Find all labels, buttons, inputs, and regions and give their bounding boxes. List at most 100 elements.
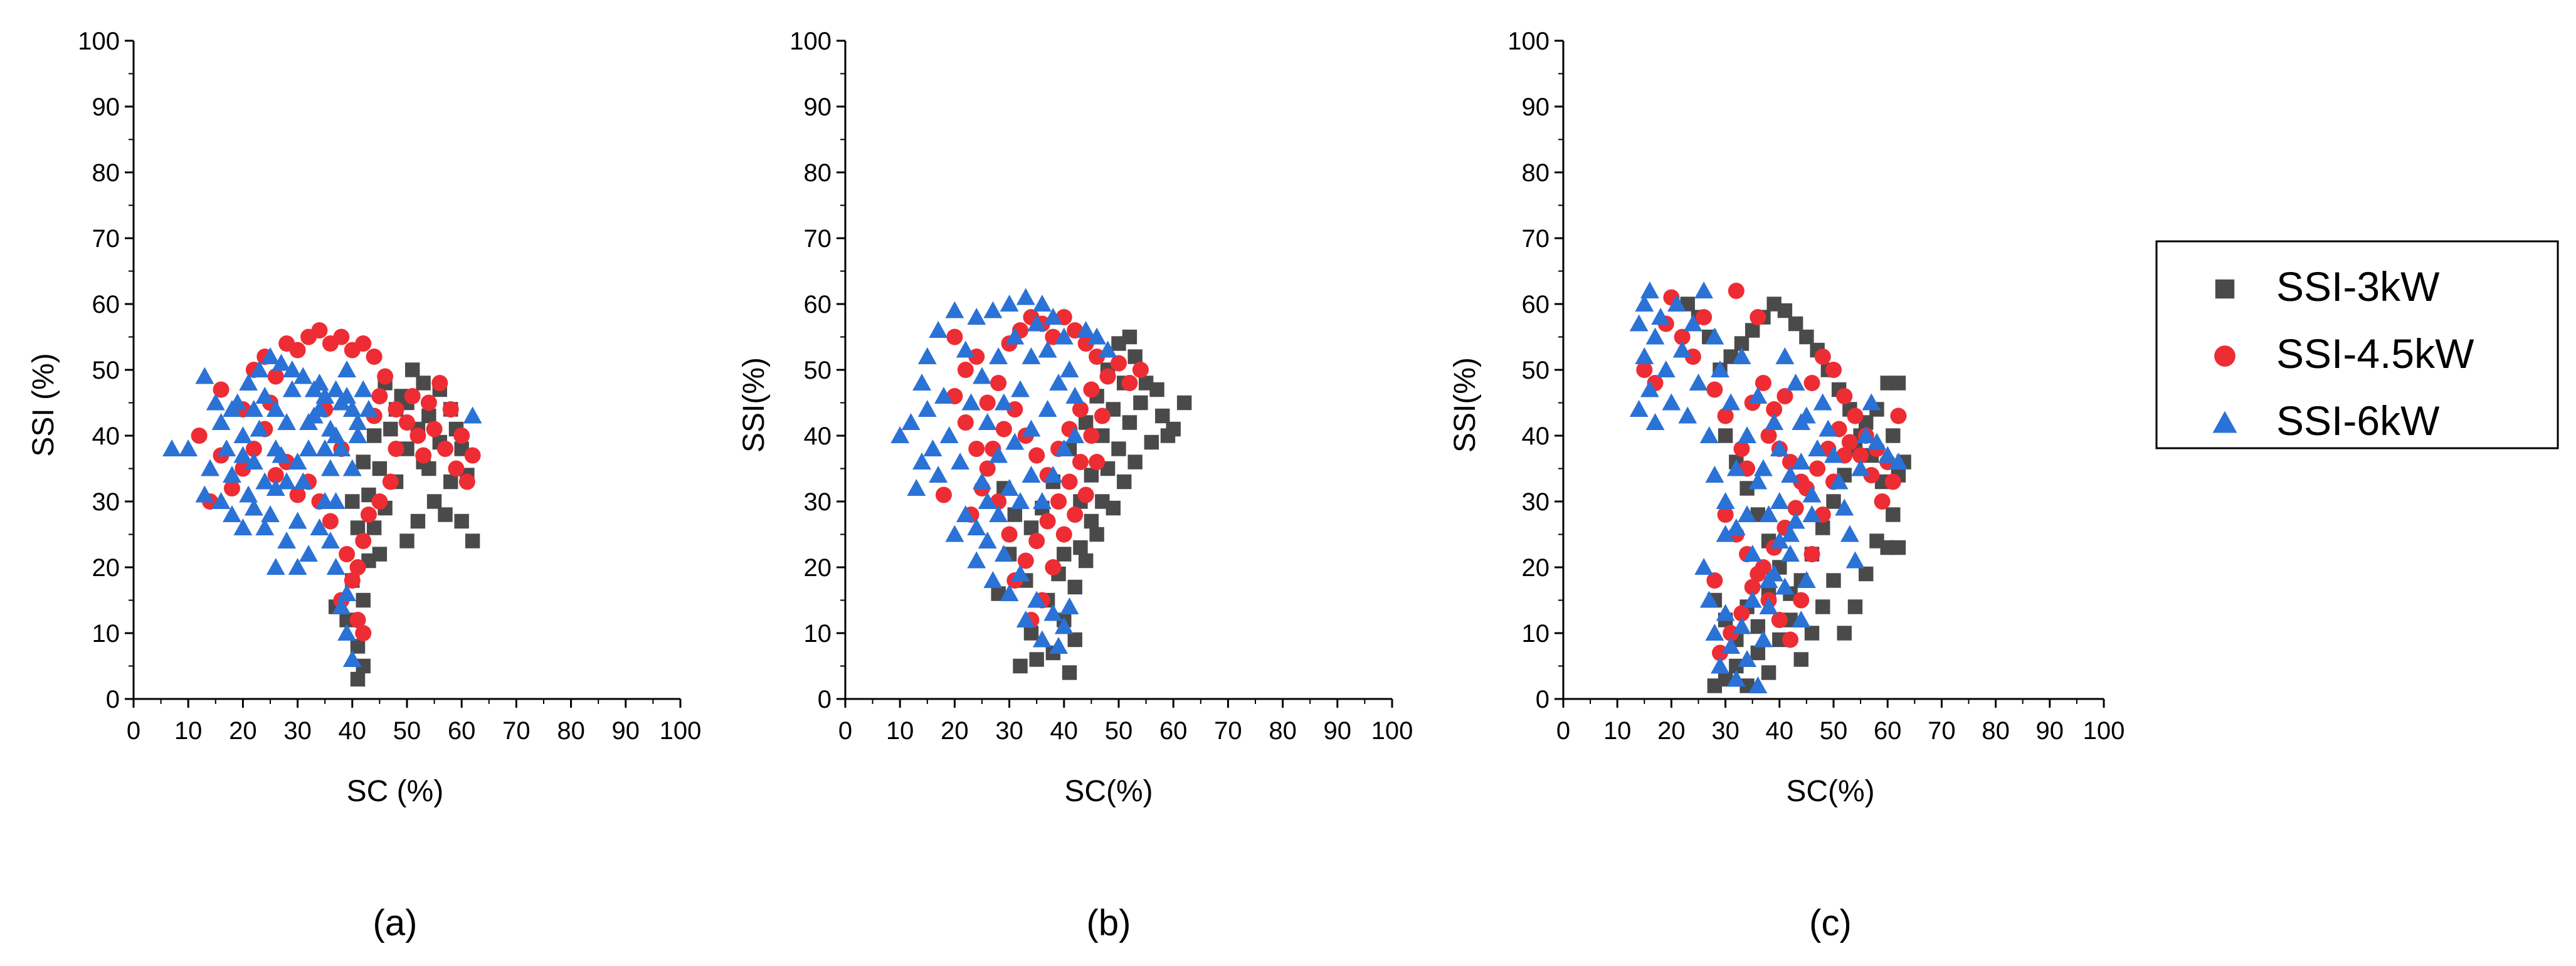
x-tick-label-c: 20: [1657, 717, 1686, 745]
point-ssi-4-5kw: [322, 513, 339, 530]
point-ssi-4-5kw: [399, 414, 415, 431]
point-ssi-6kw: [1678, 406, 1697, 424]
x-tick-label-b: 90: [1324, 717, 1352, 745]
x-tick-label-b: 10: [886, 717, 914, 745]
point-ssi-6kw: [1032, 492, 1052, 509]
point-ssi-3kw: [1826, 494, 1841, 509]
point-ssi-3kw: [1078, 553, 1094, 569]
y-tick-label-a: 40: [92, 423, 120, 450]
scatter-panel-b: SC(%) SSI(%) (b) 0 10 20 30 40 50 60 70 80 90 100 0…: [737, 28, 1413, 943]
point-ssi-4-5kw: [1094, 407, 1111, 424]
point-ssi-6kw: [223, 400, 241, 417]
point-ssi-4-5kw: [245, 441, 262, 457]
point-ssi-6kw: [179, 439, 198, 456]
point-ssi-4-5kw: [1755, 375, 1771, 391]
point-ssi-6kw: [348, 426, 367, 443]
point-ssi-4-5kw: [426, 421, 443, 438]
point-ssi-6kw: [1711, 656, 1729, 674]
point-ssi-6kw: [261, 505, 280, 522]
point-ssi-6kw: [277, 472, 297, 490]
x-tick-label-c: 50: [1820, 717, 1848, 745]
point-ssi-4-5kw: [1072, 454, 1089, 470]
point-ssi-4-5kw: [371, 493, 388, 510]
point-ssi-6kw: [277, 413, 297, 430]
point-ssi-6kw: [1065, 387, 1085, 404]
point-ssi-4-5kw: [968, 441, 985, 457]
y-tick-label-a: 10: [92, 620, 120, 648]
point-ssi-6kw: [1711, 360, 1729, 377]
point-ssi-6kw: [1629, 400, 1649, 417]
point-ssi-4-5kw: [404, 388, 421, 404]
point-ssi-3kw: [1127, 454, 1143, 470]
point-ssi-6kw: [1038, 340, 1057, 358]
point-ssi-6kw: [1770, 439, 1789, 456]
point-ssi-4-5kw: [409, 428, 426, 444]
point-ssi-4-5kw: [1077, 335, 1094, 352]
y-tick-label-a: 80: [92, 159, 120, 187]
point-ssi-6kw: [310, 518, 329, 535]
legend-marker-ssi-4-5kw: [2214, 345, 2236, 367]
point-ssi-3kw: [372, 461, 388, 476]
y-tick-label-c: 60: [1522, 291, 1550, 318]
point-ssi-4-5kw: [235, 460, 251, 477]
point-ssi-3kw: [1144, 434, 1159, 450]
point-ssi-6kw: [1043, 308, 1063, 325]
x-tick-label-b: 40: [1050, 717, 1079, 745]
point-ssi-3kw: [1067, 632, 1082, 648]
point-ssi-6kw: [1011, 380, 1030, 397]
point-ssi-6kw: [1792, 413, 1811, 430]
point-ssi-3kw: [438, 507, 453, 522]
point-ssi-4-5kw: [267, 467, 284, 483]
point-ssi-4-5kw: [388, 401, 404, 417]
point-ssi-3kw: [1788, 316, 1803, 332]
point-ssi-4-5kw: [979, 460, 996, 477]
point-ssi-6kw: [1797, 571, 1816, 588]
point-ssi-4-5kw: [1863, 467, 1880, 483]
point-ssi-3kw: [1799, 329, 1814, 345]
point-ssi-6kw: [1016, 611, 1035, 627]
point-ssi-6kw: [967, 308, 986, 325]
point-ssi-4-5kw: [1706, 381, 1723, 398]
point-ssi-4-5kw: [360, 507, 377, 523]
point-ssi-6kw: [304, 380, 324, 397]
point-ssi-6kw: [1721, 637, 1741, 654]
x-tick-label-a: 30: [283, 717, 312, 745]
point-ssi-3kw: [1761, 665, 1776, 680]
point-ssi-4-5kw: [1750, 309, 1766, 325]
point-ssi-6kw: [463, 406, 482, 424]
point-ssi-4-5kw: [1884, 473, 1901, 490]
point-ssi-3kw: [1117, 474, 1132, 490]
point-ssi-6kw: [315, 387, 335, 404]
point-ssi-6kw: [1775, 347, 1795, 364]
point-ssi-4-5kw: [1890, 407, 1907, 424]
y-tick-label-b: 20: [804, 554, 832, 582]
point-ssi-4-5kw: [1089, 454, 1106, 470]
point-ssi-4-5kw: [1723, 625, 1739, 641]
point-ssi-6kw: [288, 453, 307, 470]
point-ssi-4-5kw: [344, 572, 361, 589]
point-ssi-6kw: [310, 400, 329, 417]
point-ssi-4-5kw: [1061, 473, 1078, 490]
point-ssi-6kw: [332, 597, 351, 614]
point-ssi-6kw: [1705, 327, 1724, 345]
x-tick-label-a: 80: [557, 717, 585, 745]
point-ssi-3kw: [1023, 626, 1039, 641]
point-ssi-6kw: [299, 545, 318, 562]
point-ssi-3kw: [1826, 573, 1841, 588]
point-ssi-4-5kw: [1803, 546, 1820, 562]
point-ssi-6kw: [917, 347, 937, 364]
point-ssi-6kw: [973, 367, 991, 384]
x-tick-label-c: 90: [2036, 717, 2064, 745]
y-tick-label-c: 90: [1522, 93, 1550, 121]
x-tick-label-b: 50: [1105, 717, 1133, 745]
point-ssi-3kw: [1078, 415, 1094, 430]
point-ssi-3kw: [1750, 619, 1766, 634]
point-ssi-6kw: [1699, 426, 1719, 443]
point-ssi-6kw: [1060, 597, 1079, 614]
point-ssi-6kw: [945, 301, 964, 318]
point-ssi-6kw: [320, 459, 340, 476]
point-ssi-6kw: [1748, 472, 1768, 490]
x-axis-title-c: SC(%): [1786, 775, 1874, 808]
point-ssi-6kw: [994, 393, 1013, 411]
point-ssi-4-5kw: [366, 349, 383, 365]
